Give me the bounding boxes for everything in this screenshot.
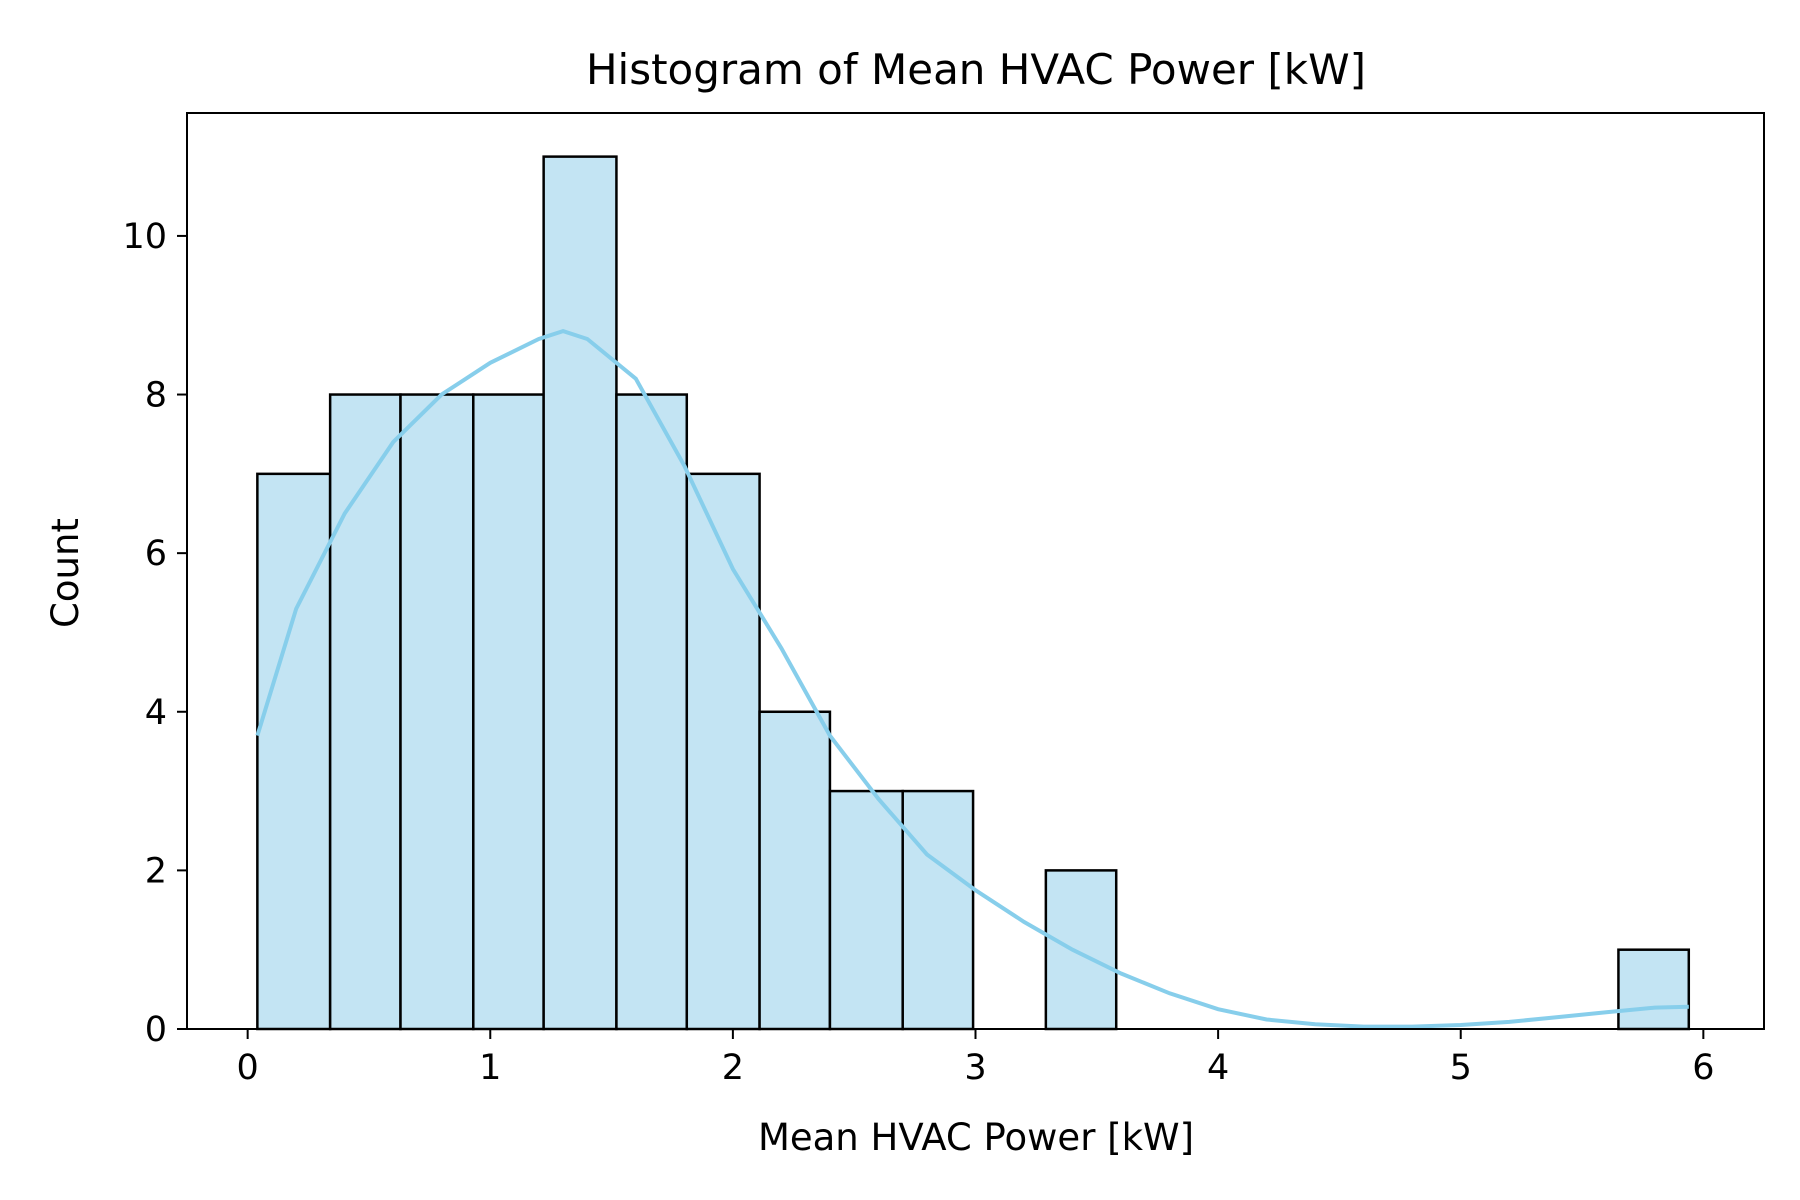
x-tick-label: 6: [1692, 1048, 1714, 1088]
x-tick-label: 0: [237, 1048, 259, 1088]
histogram-bar-0: [256, 472, 332, 1031]
y-tick-label: 8: [145, 376, 167, 416]
histogram-bar-5: [615, 393, 689, 1031]
histogram-bar-7: [758, 710, 832, 1031]
x-axis-ticks: 0 1 2 3 4 5 6: [237, 1029, 1714, 1088]
histogram-bar-4: [542, 155, 618, 1031]
x-tick-label: 3: [964, 1048, 986, 1088]
y-tick-label: 2: [145, 851, 167, 891]
kde-curve: [255, 328, 1689, 1029]
y-tick-label: 4: [145, 693, 167, 733]
histogram-bar-6: [685, 472, 761, 1031]
chart-title: Histogram of Mean HVAC Power [kW]: [586, 45, 1366, 94]
y-tick-label: 6: [145, 534, 167, 574]
histogram-bar-1: [328, 393, 402, 1031]
histogram-bar-11: [1044, 869, 1118, 1031]
x-tick-label: 5: [1450, 1048, 1472, 1088]
histogram-bar-8: [828, 789, 904, 1031]
x-tick-label: 2: [722, 1048, 744, 1088]
histogram-bar-2: [399, 393, 475, 1031]
x-tick-label: 4: [1207, 1048, 1229, 1088]
x-tick-label: 1: [479, 1048, 501, 1088]
histogram-bar-19: [1617, 948, 1691, 1031]
histogram-bars: [256, 155, 1691, 1031]
y-axis-label: Count: [44, 518, 87, 628]
y-tick-label: 10: [122, 217, 167, 257]
y-tick-label: 0: [145, 1010, 167, 1050]
x-axis-label: Mean HVAC Power [kW]: [758, 1116, 1194, 1159]
histogram-bar-3: [472, 393, 545, 1031]
histogram-bar-9: [901, 789, 975, 1031]
y-axis-ticks: 0 2 4 6 8 10: [122, 217, 187, 1050]
